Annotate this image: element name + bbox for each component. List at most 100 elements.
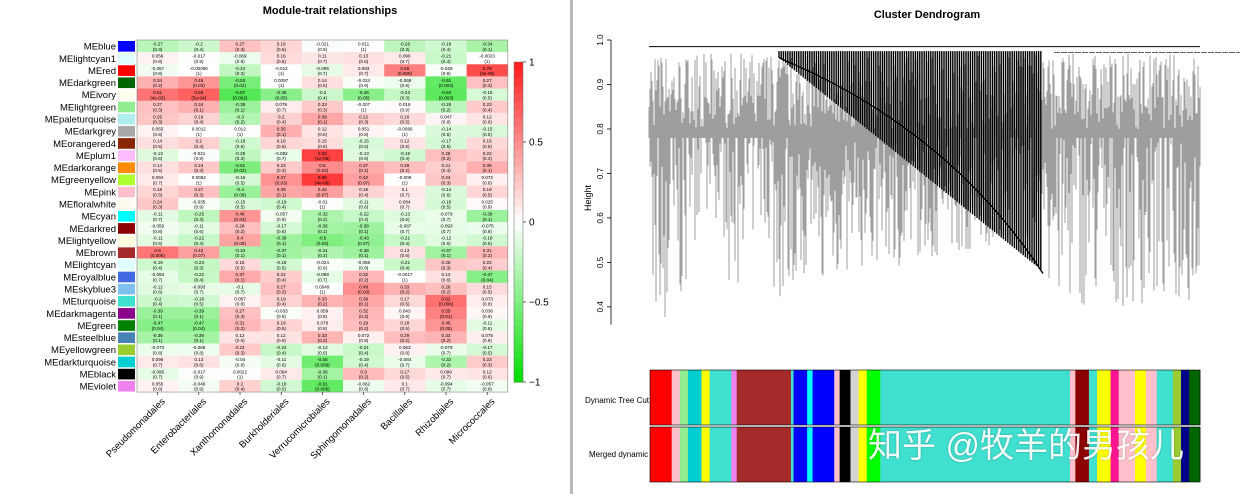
heatmap-cell	[466, 64, 509, 77]
cell-correlation: 0.32	[359, 309, 368, 314]
cell-pvalue: (0.5)	[400, 302, 410, 307]
cell-pvalue: (0.5)	[441, 144, 451, 149]
cell-pvalue: (0.3)	[441, 180, 451, 185]
cell-pvalue: (0.03)	[316, 168, 328, 173]
cell-correlation: -0.2	[318, 90, 326, 95]
cell-pvalue: (0.7)	[276, 108, 286, 113]
heatmap-cell	[384, 173, 426, 186]
heatmap-cell	[343, 149, 385, 162]
merged-dynamic-segment	[709, 427, 732, 482]
cell-pvalue: (0.1)	[359, 253, 369, 258]
heatmap-cell	[178, 367, 220, 381]
legend-gradient-step	[514, 134, 523, 143]
cell-correlation: 0.18	[153, 187, 162, 192]
cell-correlation: 0.28	[400, 163, 409, 168]
cell-correlation: -0.033	[275, 309, 288, 314]
cell-correlation: 0.055	[152, 126, 164, 131]
cell-correlation: -0.36	[194, 333, 205, 338]
cell-pvalue: (0.8)	[153, 132, 163, 137]
cell-correlation: -0.087	[398, 224, 411, 229]
legend-tick-label: −1	[529, 378, 541, 389]
dynamic-tree-cut-segment	[1156, 370, 1174, 425]
heatmap-cell	[219, 100, 261, 114]
cell-pvalue: (0.6)	[194, 362, 204, 367]
legend-tick-label: 0	[529, 218, 535, 229]
cell-pvalue: (0.2)	[318, 302, 328, 307]
cell-pvalue: (0.1)	[441, 253, 451, 258]
cell-correlation: -0.51	[235, 163, 246, 168]
module-color-swatch	[118, 308, 135, 319]
cell-pvalue: (0.5)	[441, 132, 451, 137]
row-label-mepaleturquoise: MEpaleturquoise	[45, 115, 116, 126]
row-label-meplum1: MEplum1	[76, 151, 116, 162]
cell-correlation: -0.028	[439, 66, 452, 71]
cell-pvalue: (0.7)	[441, 217, 451, 222]
heatmap-cell	[384, 185, 426, 199]
cell-pvalue: (0.5)	[400, 120, 410, 125]
heatmap-cell	[466, 88, 509, 101]
legend-gradient-step	[514, 366, 523, 375]
cell-pvalue: (0.6)	[441, 192, 451, 197]
cell-correlation: 0.16	[483, 139, 492, 144]
cell-pvalue: (0.7)	[400, 387, 410, 392]
module-color-swatch	[118, 295, 135, 307]
cell-correlation: -0.17	[441, 139, 452, 144]
cell-pvalue: (0.9)	[235, 362, 245, 367]
cell-pvalue: (0.7)	[359, 71, 369, 76]
cell-correlation: -0.18	[235, 139, 246, 144]
row-label-meivory: MEivory	[82, 90, 117, 101]
row-label-meyellowgreen: MEyellowgreen	[51, 345, 116, 356]
cell-correlation: 0.051	[358, 126, 370, 131]
cell-pvalue: (0.01)	[440, 314, 452, 319]
cell-pvalue: (0.5)	[482, 290, 492, 295]
cell-pvalue: (0.4)	[153, 265, 163, 270]
cell-pvalue: (0.8)	[359, 265, 369, 270]
cell-correlation: 0.4	[237, 236, 244, 241]
heatmap-cell	[343, 234, 385, 247]
heatmap-cell	[466, 161, 509, 174]
heatmap-cell	[178, 40, 220, 53]
heatmap-cell	[384, 294, 426, 308]
heatmap-cell	[219, 64, 261, 77]
heatmap-cell	[425, 173, 467, 186]
cell-pvalue: (0.5)	[482, 144, 492, 149]
module-color-swatch	[118, 150, 135, 161]
heatmap-cell	[260, 319, 303, 332]
heatmap-cell	[301, 40, 344, 53]
heatmap-cell	[343, 52, 385, 65]
legend-gradient-step	[514, 214, 523, 223]
legend-gradient-step	[514, 286, 523, 295]
cell-correlation: -0.12	[152, 284, 163, 289]
cell-pvalue: (0.3)	[194, 265, 204, 270]
cell-correlation: -0.22	[358, 211, 369, 216]
cell-correlation: 0.39	[277, 187, 286, 192]
cell-correlation: -0.39	[152, 309, 163, 314]
heatmap-cell	[425, 197, 467, 211]
cell-correlation: -0.39	[194, 309, 205, 314]
cell-correlation: 0.13	[194, 357, 203, 362]
heatmap-cell	[384, 64, 426, 77]
cell-correlation: 0.39	[359, 296, 368, 301]
cell-pvalue: (0.5)	[400, 326, 410, 331]
heatmap-cell	[466, 185, 509, 199]
y-tick-label: 1.0	[596, 34, 605, 46]
heatmap-cell	[219, 319, 261, 332]
legend-gradient-step	[514, 326, 523, 335]
heatmap-cell	[260, 270, 303, 284]
heatmap-cell	[343, 222, 385, 235]
cell-correlation: 0.096	[399, 54, 411, 59]
cell-pvalue: (0.4)	[482, 265, 492, 270]
cell-correlation: -0.19	[441, 42, 452, 47]
cell-pvalue: (0.6)	[400, 253, 410, 258]
cell-pvalue: (0.8)	[482, 229, 492, 234]
heatmap-cell	[301, 343, 344, 356]
cell-pvalue: (1)	[320, 205, 326, 210]
cell-correlation: -0.22	[194, 272, 205, 277]
merged-dynamic-segment	[807, 427, 813, 482]
cell-pvalue: (0.009)	[315, 362, 330, 367]
cell-pvalue: (0.7)	[318, 71, 328, 76]
cell-pvalue: (0.2)	[153, 83, 163, 88]
cell-pvalue: (0.4)	[276, 350, 286, 355]
cell-correlation: -0.16	[441, 199, 452, 204]
heatmap-cell	[301, 197, 344, 211]
